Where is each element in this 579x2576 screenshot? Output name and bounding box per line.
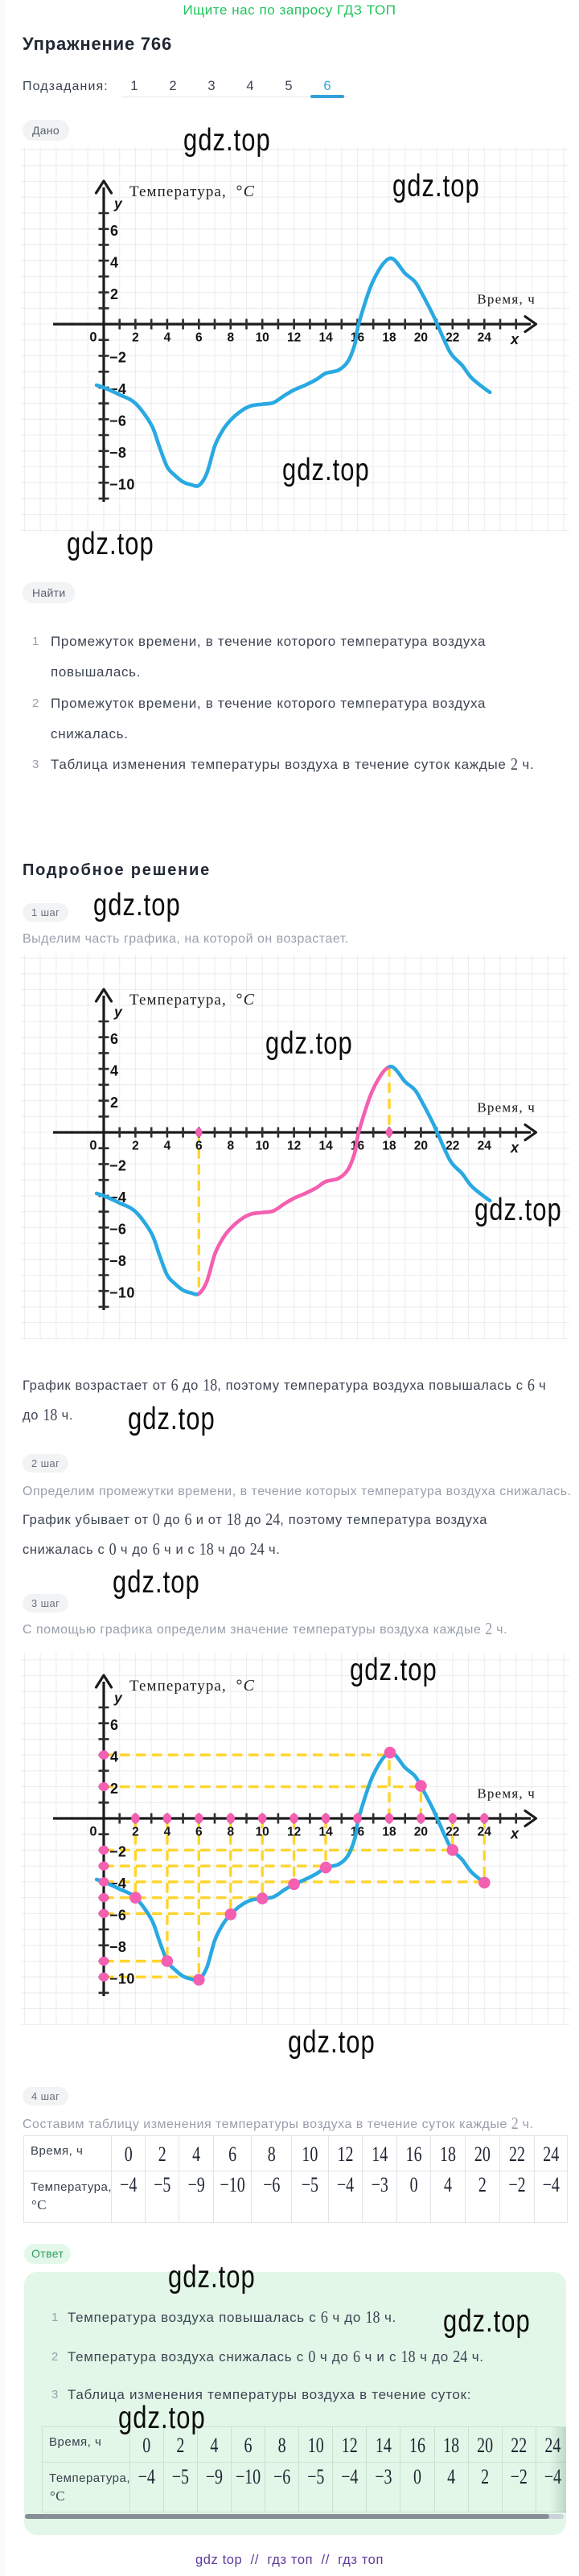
- svg-text:0: 0: [89, 1824, 96, 1839]
- svg-text:20: 20: [414, 1139, 428, 1152]
- svg-text:−10: −10: [109, 477, 135, 493]
- svg-text:8: 8: [227, 331, 234, 344]
- svg-text:8: 8: [227, 1139, 234, 1152]
- svg-text:Время, ч: Время, ч: [477, 292, 536, 307]
- svg-text:20: 20: [414, 331, 428, 344]
- svg-text:x: x: [510, 331, 519, 347]
- svg-text:14: 14: [318, 1825, 333, 1839]
- svg-text:Температура, °C: Температура, °C: [129, 183, 255, 200]
- svg-text:20: 20: [414, 1825, 428, 1839]
- svg-text:Время, ч: Время, ч: [477, 1100, 536, 1115]
- svg-text:2: 2: [132, 331, 139, 344]
- svg-text:2: 2: [110, 1095, 118, 1111]
- svg-text:−8: −8: [109, 445, 126, 461]
- svg-text:−10: −10: [109, 1971, 135, 1987]
- svg-text:Время, ч: Время, ч: [477, 1786, 536, 1802]
- svg-text:14: 14: [318, 1139, 333, 1152]
- svg-text:Температура, °C: Температура, °C: [129, 1677, 255, 1695]
- svg-text:6: 6: [110, 1717, 118, 1733]
- svg-text:−6: −6: [109, 413, 126, 429]
- svg-text:6: 6: [195, 1139, 203, 1152]
- svg-text:−2: −2: [109, 1158, 126, 1174]
- svg-text:−8: −8: [109, 1253, 126, 1269]
- svg-text:−10: −10: [109, 1285, 135, 1301]
- svg-text:10: 10: [256, 331, 269, 344]
- svg-text:18: 18: [382, 1825, 396, 1839]
- svg-text:10: 10: [256, 1825, 269, 1839]
- svg-text:x: x: [510, 1826, 519, 1842]
- svg-text:0: 0: [89, 330, 96, 344]
- svg-text:14: 14: [318, 331, 333, 344]
- svg-text:4: 4: [110, 254, 118, 270]
- svg-text:12: 12: [287, 1139, 301, 1152]
- svg-text:−2: −2: [109, 350, 126, 366]
- svg-text:8: 8: [227, 1825, 234, 1839]
- svg-text:18: 18: [382, 331, 396, 344]
- svg-text:y: y: [113, 1004, 123, 1020]
- svg-text:24: 24: [478, 1139, 492, 1152]
- svg-text:24: 24: [478, 1825, 492, 1839]
- svg-text:22: 22: [446, 1139, 459, 1152]
- svg-text:12: 12: [287, 331, 301, 344]
- svg-text:6: 6: [195, 1825, 203, 1839]
- svg-text:Температура, °C: Температура, °C: [129, 991, 255, 1009]
- svg-text:10: 10: [256, 1139, 269, 1152]
- svg-text:−6: −6: [109, 1908, 126, 1924]
- svg-text:4: 4: [164, 1139, 171, 1152]
- svg-text:4: 4: [110, 1062, 118, 1078]
- svg-text:6: 6: [110, 223, 118, 239]
- svg-text:−6: −6: [109, 1222, 126, 1238]
- svg-text:0: 0: [89, 1138, 96, 1152]
- svg-text:6: 6: [195, 331, 203, 344]
- svg-text:4: 4: [110, 1748, 118, 1765]
- svg-text:6: 6: [110, 1031, 118, 1047]
- svg-text:y: y: [113, 1690, 123, 1706]
- svg-text:4: 4: [164, 1825, 171, 1839]
- svg-text:22: 22: [446, 331, 459, 344]
- svg-text:−8: −8: [109, 1939, 126, 1955]
- svg-text:x: x: [510, 1140, 519, 1156]
- svg-text:2: 2: [132, 1825, 139, 1839]
- svg-text:2: 2: [110, 1781, 118, 1797]
- svg-text:2: 2: [110, 286, 118, 302]
- svg-text:−2: −2: [109, 1844, 126, 1860]
- svg-text:2: 2: [132, 1139, 139, 1152]
- svg-text:24: 24: [478, 331, 492, 344]
- svg-text:22: 22: [446, 1825, 459, 1839]
- svg-text:4: 4: [164, 331, 171, 344]
- svg-text:12: 12: [287, 1825, 301, 1839]
- svg-text:18: 18: [382, 1139, 396, 1152]
- svg-text:y: y: [113, 195, 123, 212]
